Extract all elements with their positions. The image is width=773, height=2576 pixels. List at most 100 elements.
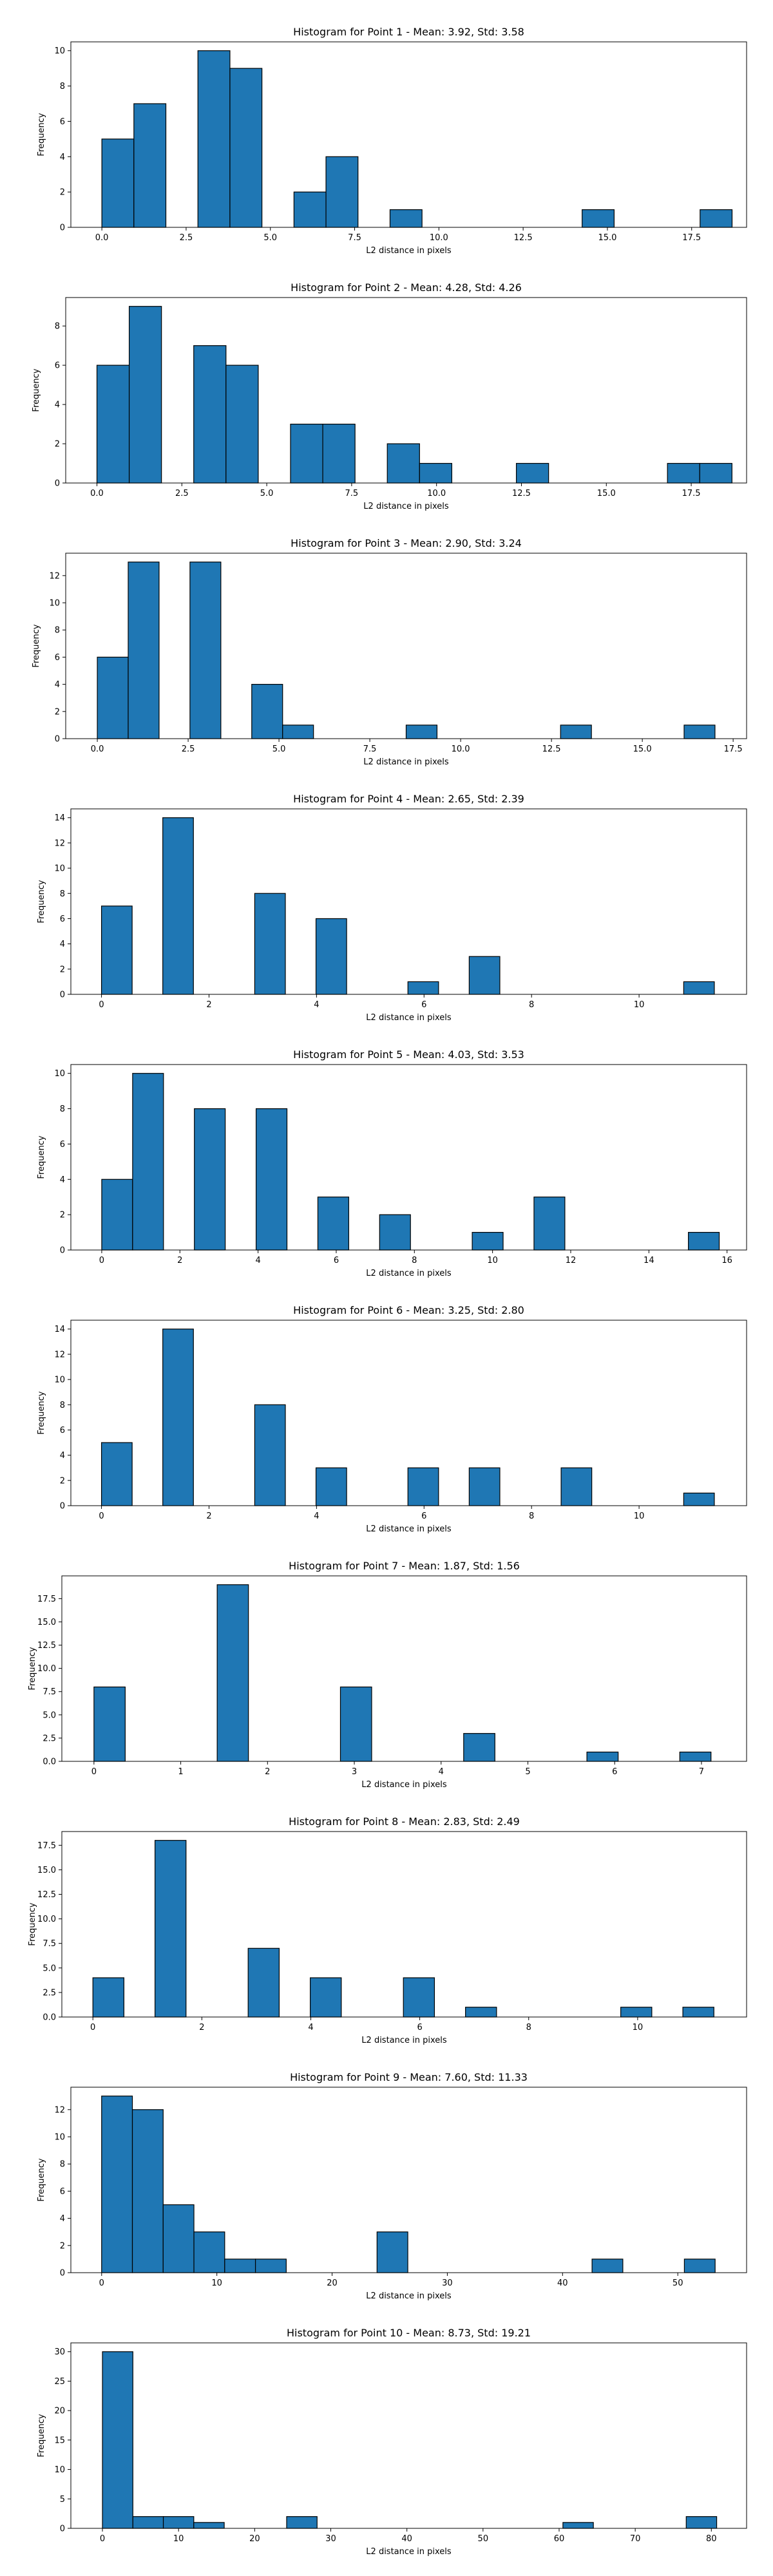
y-tick-label: 0	[60, 223, 65, 233]
y-tick-label: 12	[54, 2105, 65, 2115]
histogram-bar	[389, 209, 423, 228]
chart-panel-5: Histogram for Point 5 - Mean: 4.03, Std:…	[37, 1048, 747, 1278]
x-tick-label: 0.0	[95, 233, 109, 243]
histogram-bar	[101, 1179, 133, 1251]
chart-title: Histogram for Point 4 - Mean: 2.65, Std:…	[293, 793, 524, 805]
plot-frame	[70, 41, 747, 228]
y-tick-label: 17.5	[37, 1841, 56, 1851]
plot-frame	[65, 553, 747, 739]
y-tick-label: 14	[54, 1325, 65, 1334]
histogram-bar	[102, 2351, 133, 2529]
histogram-bar	[290, 423, 323, 484]
x-axis-label: L2 distance in pixels	[361, 1780, 447, 1790]
histogram-bar	[667, 462, 700, 484]
y-tick-label: 10	[54, 1376, 65, 1385]
histogram-bar	[96, 365, 130, 484]
histogram-bar	[315, 918, 347, 995]
y-tick-label: 10	[54, 1069, 65, 1079]
histogram-bar	[407, 1467, 439, 1506]
chart-panel-4: Histogram for Point 4 - Mean: 2.65, Std:…	[37, 793, 747, 1023]
y-axis-label: Frequency	[32, 624, 41, 667]
histogram-bar	[325, 156, 359, 228]
histogram-bar	[101, 138, 135, 228]
histogram-bar	[194, 1108, 226, 1251]
x-tick-label: 7.5	[348, 233, 361, 243]
plot-frame	[70, 2342, 747, 2529]
histogram-bar	[224, 2259, 256, 2273]
histogram-bar	[679, 1751, 712, 1762]
x-tick-label: 20	[249, 2534, 260, 2544]
x-tick-label: 30	[325, 2534, 336, 2544]
x-tick-label: 50	[673, 2278, 683, 2288]
histogram-bar	[254, 1404, 286, 1506]
histogram-bar	[155, 1840, 187, 2018]
y-tick-label: 0.0	[43, 2013, 56, 2023]
histogram-bar	[229, 68, 263, 228]
histogram-bar	[405, 724, 438, 739]
y-tick-label: 2	[60, 188, 65, 198]
y-axis-label: Frequency	[32, 368, 41, 412]
x-tick-label: 17.5	[724, 744, 743, 754]
histogram-bar	[376, 2231, 408, 2273]
x-tick-label: 0	[99, 1256, 104, 1265]
y-axis-label: Frequency	[37, 1135, 46, 1179]
x-tick-label: 40	[557, 2278, 568, 2288]
y-tick-label: 6	[60, 2187, 65, 2197]
x-tick-label: 15.0	[633, 744, 652, 754]
plot-frame	[70, 2087, 747, 2273]
histogram-bar	[386, 443, 420, 484]
histogram-bar	[463, 1733, 495, 1762]
x-tick-label: 10	[487, 1256, 498, 1265]
x-tick-label: 5	[525, 1767, 530, 1777]
histogram-bar	[419, 462, 453, 484]
x-tick-label: 0.0	[91, 744, 104, 754]
chart-panel-8: Histogram for Point 8 - Mean: 2.83, Std:…	[28, 1815, 747, 2045]
x-tick-label: 8	[412, 1256, 417, 1265]
histogram-bar	[687, 1231, 720, 1251]
x-tick-label: 6	[334, 1256, 339, 1265]
x-tick-label: 12.5	[512, 489, 531, 498]
histogram-bar	[225, 365, 259, 484]
x-tick-label: 8	[526, 2023, 531, 2032]
y-tick-label: 6	[60, 914, 65, 924]
x-axis-label: L2 distance in pixels	[363, 502, 449, 511]
histogram-bar	[251, 683, 283, 739]
y-tick-label: 6	[60, 1426, 65, 1435]
y-tick-label: 30	[54, 2347, 65, 2357]
histogram-bar	[533, 1197, 566, 1251]
chart-panel-1: Histogram for Point 1 - Mean: 3.92, Std:…	[37, 26, 747, 256]
histogram-bar	[700, 209, 733, 228]
y-axis-label: Frequency	[28, 1902, 37, 1946]
x-tick-label: 10	[634, 1511, 645, 1521]
x-tick-label: 17.5	[682, 489, 701, 498]
y-tick-label: 20	[54, 2407, 65, 2416]
y-tick-label: 0.0	[43, 1757, 56, 1767]
y-tick-label: 6	[55, 361, 60, 371]
x-tick-label: 2	[206, 1511, 211, 1521]
x-tick-label: 8	[529, 1000, 534, 1010]
x-tick-label: 0	[91, 1767, 97, 1777]
y-tick-label: 12	[49, 571, 60, 581]
y-axis-label: Frequency	[37, 2158, 46, 2201]
chart-title: Histogram for Point 10 - Mean: 8.73, Std…	[287, 2327, 531, 2339]
y-tick-label: 12	[54, 838, 65, 848]
y-tick-label: 2	[60, 965, 65, 974]
chart-panel-6: Histogram for Point 6 - Mean: 3.25, Std:…	[37, 1304, 747, 1534]
y-tick-label: 0	[60, 990, 65, 1000]
histogram-bar	[132, 2516, 164, 2529]
x-tick-label: 4	[314, 1511, 319, 1521]
x-tick-label: 5.0	[260, 489, 274, 498]
chart-title: Histogram for Point 3 - Mean: 2.90, Std:…	[291, 537, 522, 549]
histogram-bar	[189, 562, 222, 739]
x-tick-label: 2	[265, 1767, 270, 1777]
y-tick-label: 17.5	[37, 1595, 56, 1604]
y-tick-label: 0	[55, 479, 60, 489]
histogram-bar	[685, 2516, 718, 2529]
y-tick-label: 14	[54, 813, 65, 823]
x-tick-label: 0	[100, 2534, 105, 2544]
chart-title: Histogram for Point 9 - Mean: 7.60, Std:…	[290, 2071, 528, 2083]
y-tick-label: 8	[60, 2160, 65, 2170]
y-axis-label: Frequency	[37, 1391, 46, 1434]
y-tick-label: 8	[60, 889, 65, 899]
